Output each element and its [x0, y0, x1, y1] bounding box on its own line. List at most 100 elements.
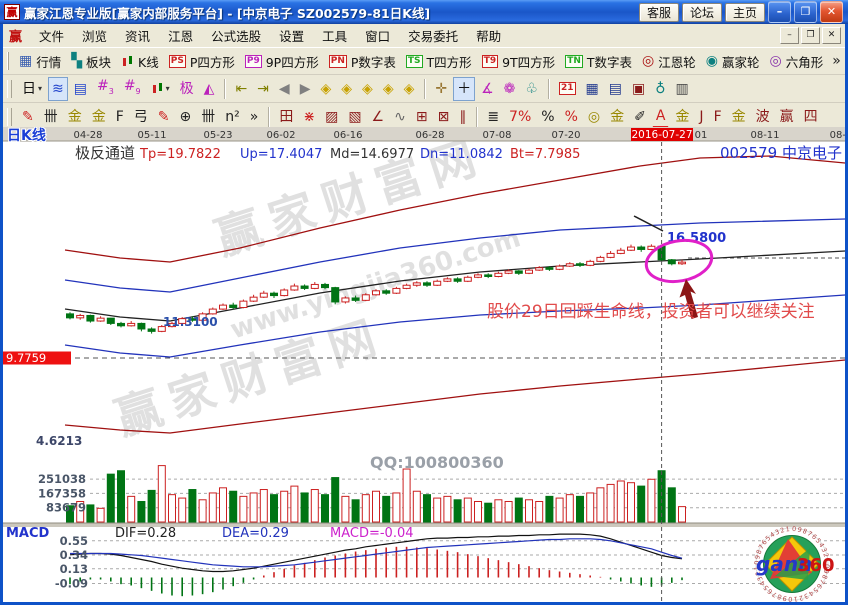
- p9-square-button[interactable]: P9 9P四方形: [241, 49, 323, 73]
- gold-lines-button[interactable]: 金: [606, 105, 628, 129]
- save-button[interactable]: ▣: [628, 77, 649, 101]
- hexagon-button[interactable]: ◎ 六角形: [765, 49, 827, 73]
- ji-indicator-button[interactable]: 极: [176, 77, 198, 101]
- share-button[interactable]: ♁: [651, 77, 669, 101]
- prev-bar-button[interactable]: ◀: [275, 77, 294, 101]
- gann-wheel-button[interactable]: ◎ 江恩轮: [638, 49, 700, 73]
- mdi-close-button[interactable]: ✕: [822, 27, 841, 44]
- fan-lines-button[interactable]: ⋇: [299, 105, 319, 129]
- calendar-button[interactable]: 21: [555, 77, 580, 101]
- first-bar-button[interactable]: ⇤: [231, 77, 251, 101]
- percent-lines-button[interactable]: %: [561, 105, 582, 129]
- forum-button[interactable]: 论坛: [681, 2, 722, 22]
- menu-trade[interactable]: 交易委托: [408, 29, 459, 44]
- p-square-button[interactable]: PS P四方形: [165, 49, 239, 73]
- info-panel-button[interactable]: ▤: [70, 77, 91, 101]
- parallel-lines-button[interactable]: ∥: [455, 105, 470, 129]
- gold-angle-button[interactable]: 金: [728, 105, 750, 129]
- toolbar-grip[interactable]: [7, 107, 12, 126]
- pen-flag-button[interactable]: ✐: [630, 105, 650, 129]
- angle-line-button[interactable]: ∠: [368, 105, 389, 129]
- spiral-ruler-button[interactable]: 弓: [130, 105, 152, 129]
- more-chevron[interactable]: »: [828, 49, 845, 73]
- memo-button[interactable]: ▤: [605, 77, 626, 101]
- a-wave-button[interactable]: A: [651, 105, 670, 129]
- menu-help[interactable]: 帮助: [476, 29, 502, 44]
- zigzag-button[interactable]: ∿: [390, 105, 410, 129]
- f-ruler-button[interactable]: F: [112, 105, 128, 129]
- winner-wheel-button[interactable]: ◉ 赢家轮: [702, 49, 764, 73]
- next-bar-button[interactable]: ▶: [296, 77, 315, 101]
- last-bar-button[interactable]: ⇥: [253, 77, 273, 101]
- diamond-center-button[interactable]: ◈: [379, 77, 398, 101]
- grid-box1-button[interactable]: ⊞: [412, 105, 432, 129]
- diamond-all-button[interactable]: ◈: [400, 77, 419, 101]
- mdi-minimize-button[interactable]: –: [780, 27, 799, 44]
- toolbar-grip[interactable]: [7, 52, 9, 70]
- gold-box-button[interactable]: 金: [671, 105, 693, 129]
- titlebar[interactable]: 赢 赢家江恩专业版[赢家内部服务平台] - [中京电子 SZ002579-81日…: [0, 0, 848, 24]
- candle-style-button-dropdown[interactable]: ▾: [165, 84, 170, 93]
- f-angle-button[interactable]: F: [710, 105, 726, 129]
- mdi-restore-button[interactable]: ❐: [801, 27, 820, 44]
- p-number-table-button[interactable]: PN P数字表: [325, 49, 400, 73]
- hand-tool-button[interactable]: ✛: [431, 77, 451, 101]
- grid-fan2-button[interactable]: ▧: [344, 105, 365, 129]
- angle-measure-button[interactable]: ∡: [477, 77, 498, 101]
- homepage-button[interactable]: 主页: [724, 2, 765, 22]
- draw-pen-button[interactable]: ✎: [18, 105, 38, 129]
- diamond-right-button[interactable]: ◈: [337, 77, 356, 101]
- toolbar-grip[interactable]: [7, 79, 12, 98]
- n2-ruler-button[interactable]: n²: [221, 105, 244, 129]
- grid-box2-button[interactable]: ⊠: [434, 105, 454, 129]
- menu-gann[interactable]: 江恩: [168, 29, 194, 44]
- candle-style-button[interactable]: ▾: [147, 77, 174, 101]
- diamond-left-button[interactable]: ◈: [316, 77, 335, 101]
- color-chart-button[interactable]: ◭: [200, 77, 219, 101]
- ruler-button[interactable]: 卌: [40, 105, 62, 129]
- t-square-button[interactable]: TS T四方形: [402, 49, 476, 73]
- bars-tool-button[interactable]: ≣: [483, 105, 503, 129]
- calculator-button[interactable]: ▦: [582, 77, 603, 101]
- chart-canvas[interactable]: 赢家财富网www.yingjia360.com赢家财富网QQ:100800360…: [3, 127, 845, 602]
- grid-fan1-button[interactable]: ▨: [321, 105, 342, 129]
- menu-file[interactable]: 文件: [39, 29, 65, 44]
- plain-ruler-button[interactable]: 卌: [197, 105, 219, 129]
- rocket-ruler-button[interactable]: ✎: [154, 105, 174, 129]
- circle-ruler-button[interactable]: ⊕: [176, 105, 196, 129]
- more-tools-chevron[interactable]: »: [246, 105, 263, 129]
- four-angle-button[interactable]: 四: [800, 105, 822, 129]
- remote-button[interactable]: ▥: [671, 77, 692, 101]
- t-number-table-button[interactable]: TN T数字表: [561, 49, 636, 73]
- menu-window[interactable]: 窗口: [365, 29, 391, 44]
- channel-indicator-button[interactable]: ≋: [48, 76, 68, 101]
- chart-area[interactable]: 赢家财富网 www.yingjia360.com 赢家财富网 QQ:100800360…: [3, 127, 845, 602]
- menu-settings[interactable]: 设置: [279, 29, 305, 44]
- close-button[interactable]: ✕: [820, 1, 843, 23]
- gann-grid-button[interactable]: 田: [275, 105, 297, 129]
- t9-square-button[interactable]: T9 9T四方形: [478, 49, 560, 73]
- quotes-button[interactable]: ▦ 行情: [15, 49, 65, 73]
- gold-ruler2-button[interactable]: 金: [88, 105, 110, 129]
- menu-stock-picker[interactable]: 公式选股: [211, 29, 262, 44]
- win-angle-button[interactable]: 赢: [776, 105, 798, 129]
- minimize-button[interactable]: –: [768, 1, 791, 23]
- percent-button[interactable]: %: [537, 105, 558, 129]
- j-angle-button[interactable]: J: [695, 105, 707, 129]
- maximize-button[interactable]: ❐: [794, 1, 817, 23]
- menu-browse[interactable]: 浏览: [82, 29, 108, 44]
- menu-news[interactable]: 资讯: [125, 29, 151, 44]
- flower-tool-button[interactable]: ❁: [500, 77, 520, 101]
- gold-ruler1-button[interactable]: 金: [64, 105, 86, 129]
- kline-button[interactable]: K线: [117, 49, 163, 73]
- brain-tool-button[interactable]: ♧: [521, 77, 542, 101]
- period-day-button[interactable]: 日 ▾: [18, 77, 46, 101]
- sectors-button[interactable]: ▚ 板块: [67, 49, 115, 73]
- menu-tools[interactable]: 工具: [322, 29, 348, 44]
- diamond-horizontal-button[interactable]: ◈: [358, 77, 377, 101]
- percent7-button[interactable]: 7%: [505, 105, 535, 129]
- gold-circle-button[interactable]: ◎: [584, 105, 604, 129]
- customer-service-button[interactable]: 客服: [638, 2, 679, 22]
- wave9-button[interactable]: #9: [120, 77, 145, 101]
- period-day-button-dropdown[interactable]: ▾: [38, 84, 43, 93]
